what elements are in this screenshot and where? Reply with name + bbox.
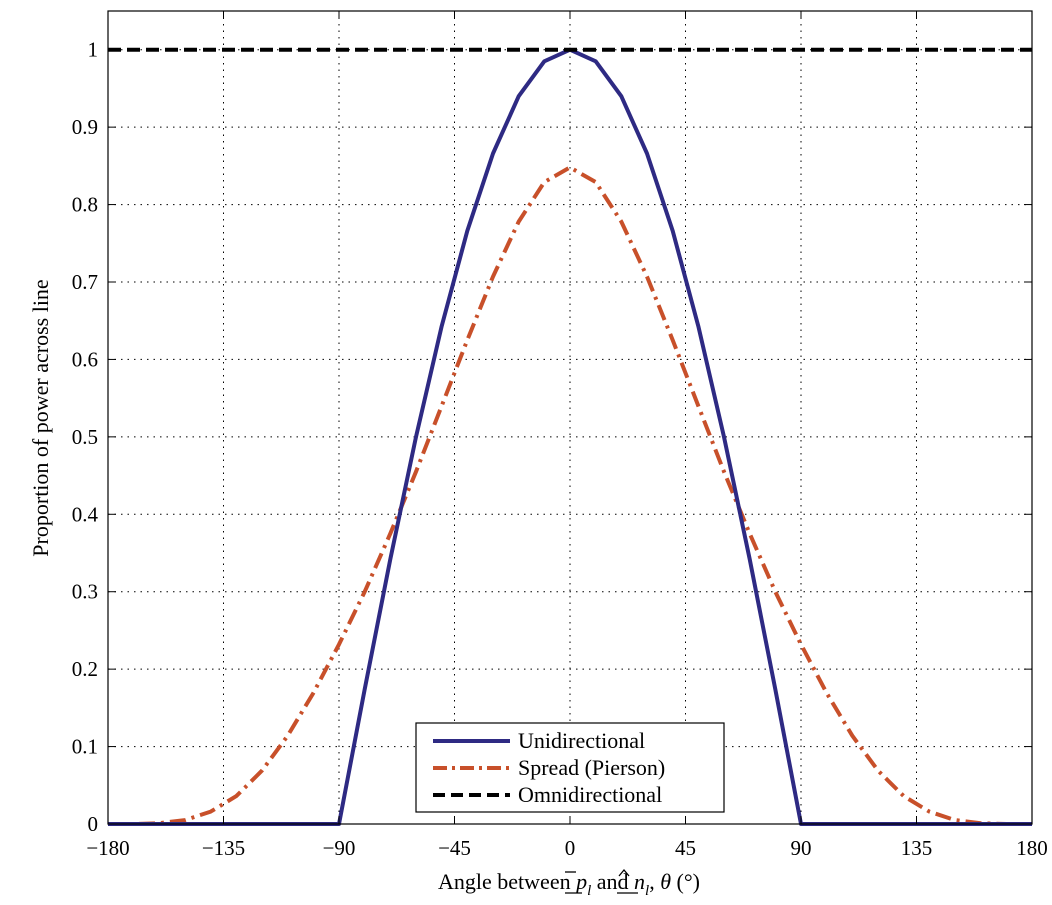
series-line-spread-pierson (108, 165, 1032, 826)
x-axis-label-comma: , (649, 869, 660, 894)
y-tick-label: 0 (88, 812, 99, 836)
legend-label-unidirectional: Unidirectional (518, 728, 645, 753)
x-axis-label-prefix: Angle between (438, 869, 576, 894)
axis-ticks (107, 11, 1033, 825)
y-tick-label: 0.4 (72, 502, 99, 526)
y-tick-label: 0.3 (72, 580, 98, 604)
n-hat-accent (618, 868, 630, 877)
x-tick-label: 90 (791, 836, 812, 860)
y-tick-label: 1 (88, 38, 99, 62)
svg-text:Angle between pl and nl, θ (°): Angle between pl and nl, θ (°) (438, 869, 700, 899)
x-tick-label: 135 (901, 836, 933, 860)
x-tick-label: 0 (565, 836, 576, 860)
x-tick-label: −90 (323, 836, 356, 860)
y-tick-label: 0.8 (72, 193, 98, 217)
x-tick-labels: −180 −135 −90 −45 0 45 90 135 180 (86, 836, 1047, 860)
y-axis-label: Proportion of power across line (28, 279, 53, 556)
y-tick-label: 0.1 (72, 735, 98, 759)
y-tick-label: 0.7 (72, 270, 98, 294)
x-axis-label-p-subscript: l (587, 883, 591, 899)
x-tick-label: 180 (1016, 836, 1048, 860)
y-tick-label: 0.2 (72, 657, 98, 681)
y-tick-label: 0.6 (72, 347, 98, 371)
x-tick-label: −135 (202, 836, 245, 860)
x-axis-label-p-symbol: p (574, 869, 587, 894)
x-axis-label: Angle between pl and nl, θ (°) (438, 868, 700, 899)
x-tick-label: −180 (86, 836, 129, 860)
x-axis-label-and: and (591, 869, 634, 894)
x-tick-label: 45 (675, 836, 696, 860)
legend-label-spread: Spread (Pierson) (518, 755, 665, 780)
x-axis-label-theta: θ (660, 869, 671, 894)
legend: Unidirectional Spread (Pierson) Omnidire… (415, 722, 725, 813)
x-axis-label-n-subscript: l (645, 883, 649, 899)
legend-label-omnidirectional: Omnidirectional (518, 782, 662, 807)
y-tick-labels: 0 0.1 0.2 0.3 0.4 0.5 0.6 0.7 0.8 0.9 1 (72, 38, 99, 836)
y-tick-label: 0.9 (72, 115, 98, 139)
y-tick-label: 0.5 (72, 425, 98, 449)
x-axis-label-unit: (°) (671, 869, 700, 894)
x-tick-label: −45 (438, 836, 471, 860)
x-axis-label-n-symbol: n (634, 869, 645, 894)
